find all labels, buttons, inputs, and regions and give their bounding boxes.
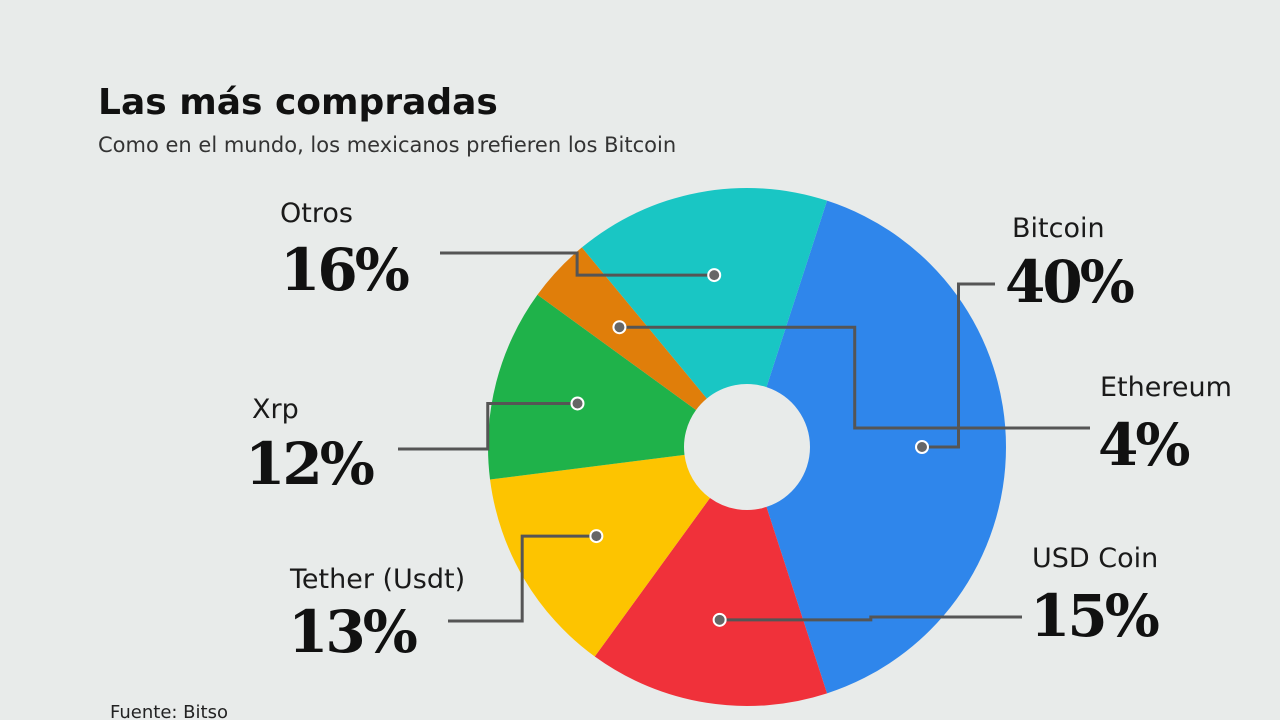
leader-line — [448, 534, 597, 623]
leader-dot — [589, 529, 604, 544]
legend-label: USD Coin — [1032, 543, 1158, 574]
slice — [490, 454, 710, 657]
labels: Bitcoin 40% USD Coin 15% Tether (Usdt)13% Xrp… — [245, 198, 1232, 666]
value-label: 12% — [245, 430, 374, 498]
pie — [488, 188, 1006, 706]
chart-title: Las más compradas — [98, 82, 498, 123]
leader-dot — [612, 320, 627, 335]
legend-label: Tether (Usdt) — [289, 564, 465, 595]
leader-line — [922, 282, 995, 449]
slice — [766, 200, 1006, 694]
leader-line — [398, 401, 578, 451]
value-label: 16% — [280, 236, 409, 304]
value-label: 15% — [1030, 582, 1159, 650]
slice — [594, 497, 828, 706]
legend-label: Otros — [280, 198, 353, 229]
leader-line — [719, 615, 1022, 622]
value-label: 40% — [1005, 248, 1134, 316]
leader-line — [440, 251, 715, 277]
slice — [581, 188, 828, 399]
leader-dot — [712, 612, 727, 627]
leader-dot — [915, 440, 929, 454]
legend-label: Xrp — [252, 394, 299, 425]
value-label: 13% — [288, 598, 417, 666]
leader-dot — [707, 268, 722, 283]
chart-subtitle: Como en el mundo, los mexicanos prefiere… — [98, 133, 676, 157]
legend-label: Bitcoin — [1012, 213, 1105, 244]
leader-dot — [570, 396, 585, 411]
value-label: 4% — [1098, 411, 1189, 479]
source: Fuente: Bitso — [110, 702, 228, 720]
leader-line — [619, 325, 1090, 430]
slice — [488, 294, 697, 480]
legend-label: Ethereum — [1100, 372, 1232, 403]
